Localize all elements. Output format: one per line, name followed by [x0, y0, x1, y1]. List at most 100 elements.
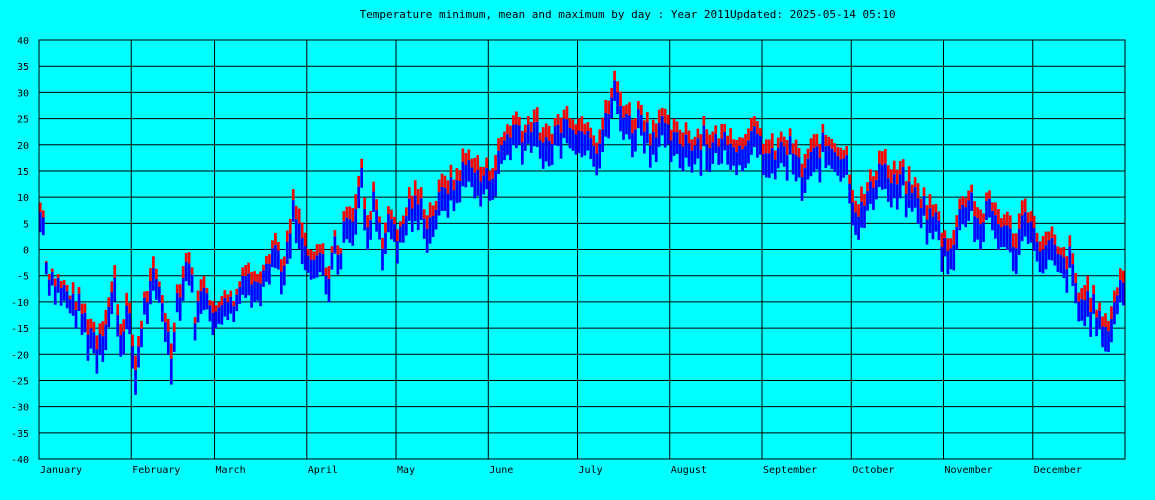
bar-max-day-330	[1017, 213, 1021, 229]
bar-max-day-233	[729, 128, 732, 144]
bar-min-day-226	[708, 148, 712, 173]
bar-min-day-181	[574, 134, 578, 155]
bar-min-day-341	[1050, 238, 1054, 261]
bar-max-day-84	[285, 230, 289, 242]
bar-min-day-100	[333, 236, 337, 254]
bar-max-day-74	[256, 274, 259, 283]
bar-max-day-286	[886, 165, 890, 179]
bar-max-day-139	[449, 164, 453, 178]
bar-max-day-280	[869, 169, 872, 182]
bar-min-day-144	[464, 164, 468, 188]
bar-min-day-210	[660, 116, 664, 136]
bar-min-day-245	[764, 153, 768, 178]
bar-min-day-82	[280, 271, 283, 295]
bar-min-day-274	[851, 202, 854, 226]
bar-max-day-37	[146, 290, 149, 303]
bar-min-day-29	[122, 331, 125, 355]
bar-min-day-4	[47, 279, 51, 296]
bar-max-day-232	[726, 135, 729, 145]
bar-min-day-97	[324, 275, 328, 295]
bar-min-day-288	[892, 174, 896, 199]
bar-max-day-212	[666, 114, 670, 125]
bar-min-day-275	[854, 212, 857, 235]
bar-min-day-49	[181, 278, 185, 301]
bar-min-day-253	[788, 136, 792, 155]
bar-max-day-238	[744, 134, 747, 146]
bar-min-day-99	[330, 252, 334, 270]
bar-max-day-248	[773, 150, 777, 160]
bar-min-day-112	[369, 220, 372, 240]
bar-min-day-198	[625, 114, 628, 135]
bar-max-day-208	[654, 123, 658, 138]
bar-max-day-304	[940, 232, 944, 247]
bar-min-day-352	[1083, 300, 1087, 327]
bar-min-day-163	[521, 142, 524, 165]
bar-min-day-222	[696, 138, 700, 159]
bar-min-day-75	[259, 283, 262, 307]
bar-max-day-161	[515, 111, 518, 125]
bar-min-day-40	[155, 279, 158, 300]
bar-min-day-133	[431, 215, 435, 238]
bar-min-day-136	[440, 187, 444, 211]
bar-min-day-211	[663, 122, 667, 148]
bar-min-day-339	[1044, 245, 1048, 270]
y-tick-label: 35	[17, 62, 29, 73]
bar-max-day-335	[1032, 215, 1036, 229]
bar-min-day-116	[381, 248, 384, 271]
bar-min-day-15	[80, 314, 84, 335]
bar-min-day-86	[291, 200, 295, 222]
y-tick-label: -40	[11, 455, 29, 466]
bar-min-day-223	[699, 149, 703, 176]
bar-max-day-24	[107, 297, 111, 307]
bar-max-day-151	[485, 157, 488, 169]
bar-min-day-91	[306, 255, 310, 273]
bar-max-day-190	[601, 117, 605, 130]
bar-max-day-340	[1047, 231, 1051, 241]
bar-max-day-114	[375, 199, 378, 211]
bar-max-day-163	[521, 130, 524, 143]
bar-max-day-223	[699, 134, 703, 150]
bar-max-day-322	[994, 202, 997, 216]
bar-max-day-263	[818, 143, 822, 158]
bar-min-day-189	[598, 143, 602, 169]
bar-min-day-240	[750, 131, 753, 155]
bar-min-day-265	[824, 146, 828, 169]
bar-min-day-60	[214, 311, 218, 329]
bar-min-day-295	[913, 187, 917, 208]
month-label-april: April	[308, 465, 338, 476]
bar-min-day-219	[687, 143, 691, 167]
bar-max-day-29	[122, 319, 125, 332]
bar-min-day-359	[1104, 327, 1107, 352]
bar-max-day-342	[1053, 234, 1057, 245]
bar-max-day-299	[925, 205, 929, 220]
bar-min-day-319	[985, 200, 988, 220]
bar-max-day-157	[503, 131, 506, 141]
bar-min-day-47	[175, 293, 179, 313]
bar-min-day-279	[866, 191, 869, 211]
bar-max-day-51	[187, 252, 191, 264]
bar-max-day-92	[309, 250, 313, 260]
bar-max-day-276	[857, 204, 860, 217]
bar-min-day-6	[53, 286, 57, 305]
bar-min-day-17	[86, 334, 90, 361]
bar-max-day-326	[1005, 211, 1009, 226]
bar-min-day-67	[235, 294, 239, 312]
bar-max-day-327	[1008, 215, 1012, 229]
bar-min-day-290	[898, 174, 902, 199]
bar-min-day-77	[265, 263, 268, 282]
bar-max-day-198	[625, 104, 628, 115]
bar-max-day-346	[1065, 256, 1069, 270]
bar-min-day-306	[946, 250, 950, 275]
bar-min-day-69	[241, 275, 244, 295]
bar-max-day-3	[44, 261, 48, 263]
bar-max-day-260	[809, 138, 813, 153]
bar-min-day-25	[110, 292, 114, 314]
chart-updated: Updated: 2025-05-14 05:10	[730, 8, 896, 21]
bar-max-day-181	[574, 124, 578, 135]
bar-max-day-7	[56, 274, 60, 279]
bar-max-day-273	[848, 174, 851, 184]
y-tick-label: 30	[17, 88, 29, 99]
bar-min-day-362	[1113, 302, 1116, 325]
bar-min-day-233	[729, 143, 732, 170]
